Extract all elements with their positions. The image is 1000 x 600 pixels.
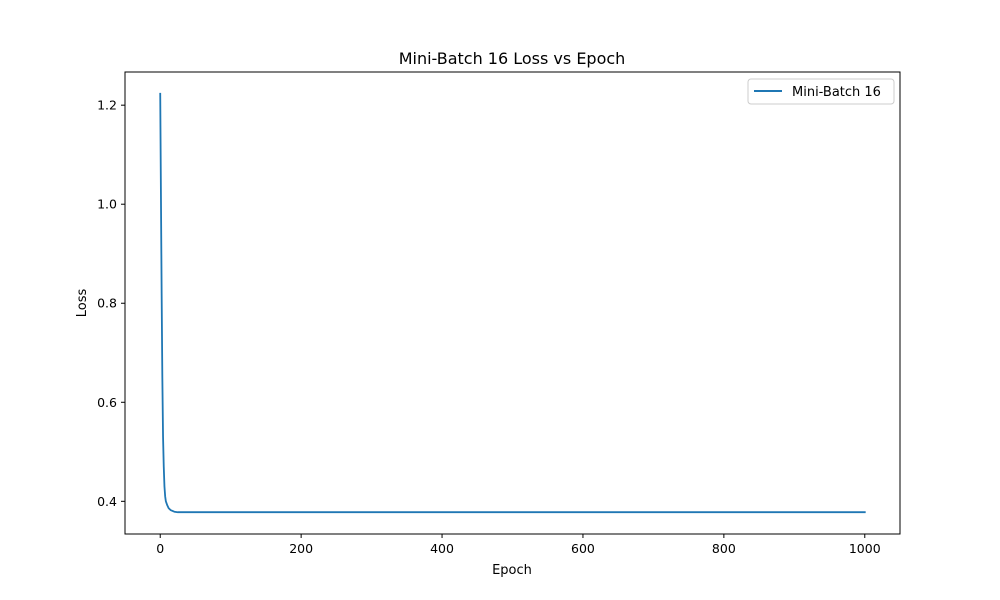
plot-frame [124, 71, 901, 535]
y-tick-label: 0.4 [97, 494, 117, 509]
y-tick-label: 0.6 [97, 395, 117, 410]
x-tick-label: 400 [430, 541, 454, 556]
x-tick-label: 1000 [849, 541, 881, 556]
x-tick-label: 0 [156, 541, 164, 556]
plot-area [159, 92, 866, 514]
y-axis: 0.4 0.6 0.8 1.0 1.2 [97, 98, 125, 509]
y-tick-label: 1.0 [97, 197, 117, 212]
series-line-0 [159, 92, 866, 514]
x-axis-label: Epoch [492, 563, 532, 578]
legend-label-mini-batch-16: Mini-Batch 16 [792, 85, 881, 100]
chart-title: Mini-Batch 16 Loss vs Epoch [399, 49, 626, 68]
y-axis-label: Loss [75, 289, 90, 318]
y-tick-label: 1.2 [97, 98, 117, 113]
x-tick-label: 200 [289, 541, 313, 556]
x-tick-label: 600 [571, 541, 595, 556]
x-axis: 0 200 400 600 800 1000 [156, 534, 881, 556]
y-tick-label: 0.8 [97, 296, 117, 311]
legend: Mini-Batch 16 [747, 78, 895, 105]
legend-box [747, 78, 895, 105]
x-tick-label: 800 [712, 541, 736, 556]
